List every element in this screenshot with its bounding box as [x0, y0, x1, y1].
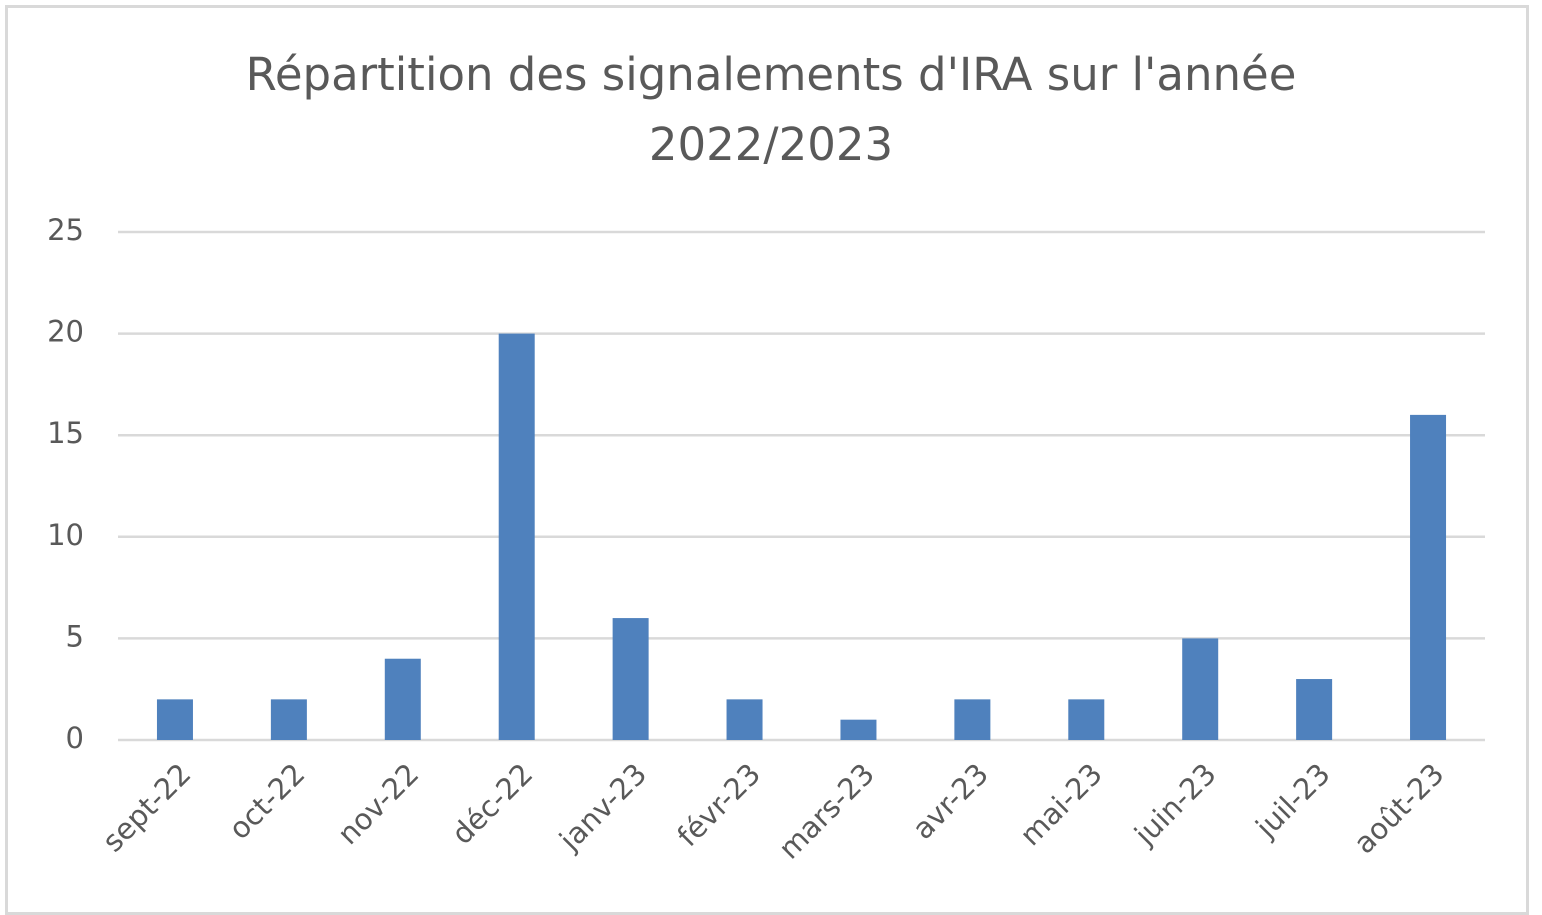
x-tick-label: déc-22	[445, 757, 539, 851]
bar	[156, 699, 193, 740]
y-tick-label: 15	[47, 416, 84, 450]
bar	[270, 699, 307, 740]
x-tick-label: sept-22	[96, 757, 198, 859]
y-tick-label: 10	[47, 518, 84, 552]
bar	[954, 699, 991, 740]
x-tick-label: févr-23	[671, 757, 768, 854]
x-tick-label: mai-23	[1013, 757, 1109, 853]
bar	[1296, 679, 1333, 740]
bar	[726, 699, 763, 740]
x-tick-label: nov-22	[331, 757, 426, 852]
x-tick-label: mars-23	[772, 757, 881, 866]
y-tick-label: 20	[47, 315, 84, 349]
x-tick-label: juil-23	[1248, 757, 1336, 845]
bar	[1410, 414, 1447, 740]
bar	[1182, 638, 1219, 740]
bar	[612, 618, 649, 740]
y-tick-label: 25	[47, 213, 84, 247]
bar	[1068, 699, 1105, 740]
x-tick-label: janv-23	[552, 757, 653, 858]
x-tick-label: oct-22	[222, 757, 311, 846]
bar	[384, 658, 421, 740]
bar	[498, 333, 535, 740]
y-tick-label: 0	[66, 721, 84, 755]
bar	[840, 719, 877, 740]
y-tick-label: 5	[66, 619, 84, 653]
x-tick-label: juin-23	[1127, 757, 1223, 853]
x-tick-label: août-23	[1347, 757, 1451, 861]
x-tick-label: avr-23	[906, 757, 995, 846]
chart-title: Répartition des signalements d'IRA sur l…	[245, 48, 1297, 171]
